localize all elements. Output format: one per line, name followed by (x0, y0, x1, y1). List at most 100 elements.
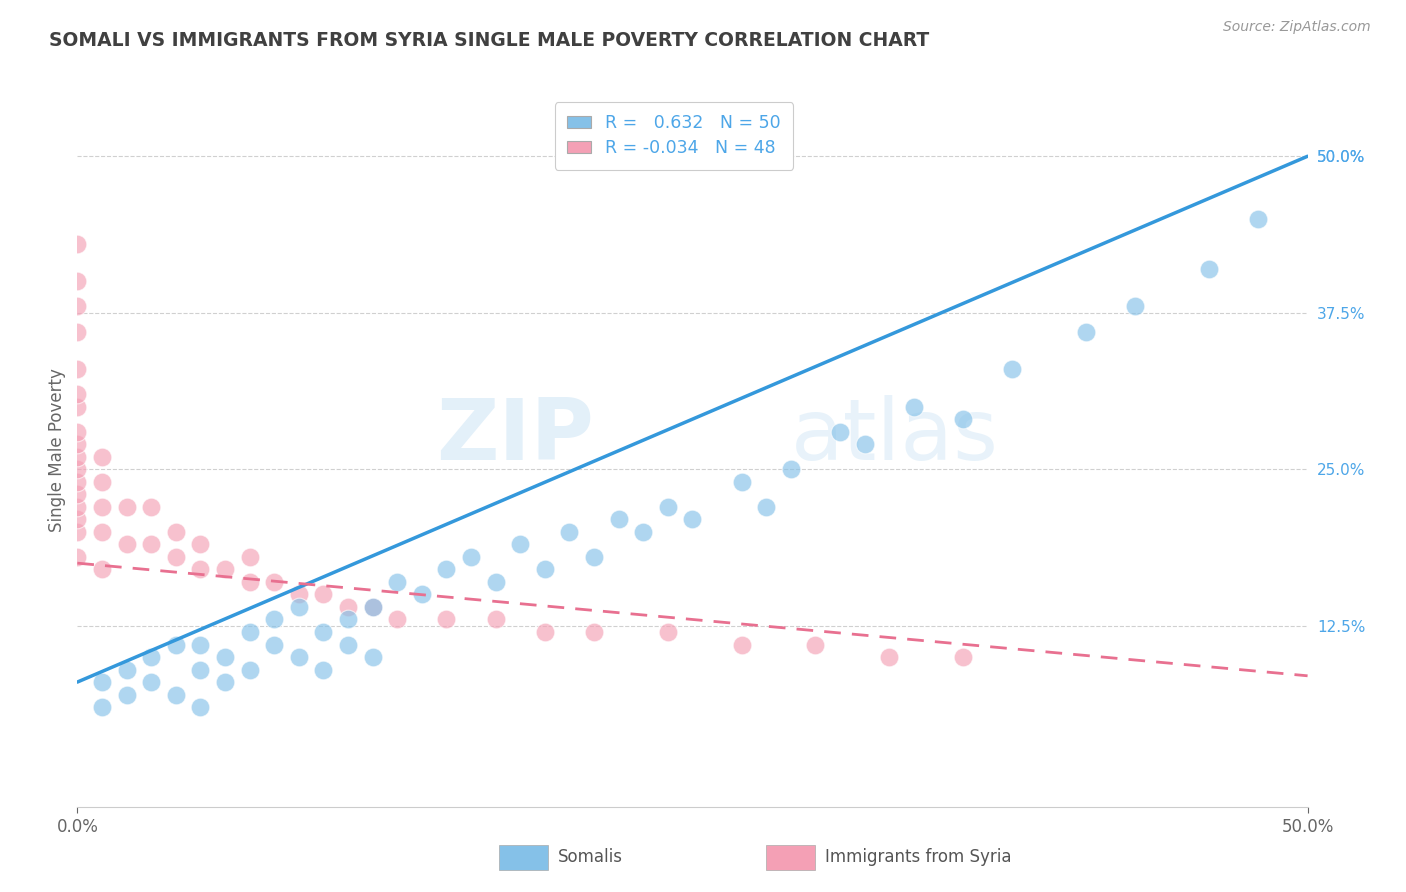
Point (239, 574, 262, 589)
Point (66, 549, 89, 564)
Point (657, 625, 679, 640)
Point (141, 500, 163, 514)
Point (66, 524, 89, 539)
Point (1125, 300, 1147, 314)
Point (361, 599, 384, 614)
Point (436, 562, 458, 576)
Point (115, 500, 138, 514)
Point (90, 562, 114, 576)
Point (952, 650, 974, 665)
Point (66, 362, 89, 376)
Point (66, 400, 89, 414)
Point (115, 688, 138, 702)
Point (90, 700, 114, 714)
Point (361, 599, 384, 614)
Point (165, 688, 187, 702)
Point (263, 574, 285, 589)
Point (115, 663, 138, 677)
Point (263, 612, 285, 626)
Point (141, 650, 163, 665)
Point (66, 462, 89, 476)
Point (190, 700, 212, 714)
Point (337, 599, 360, 614)
Text: Source: ZipAtlas.com: Source: ZipAtlas.com (1223, 20, 1371, 34)
Point (558, 524, 581, 539)
Text: SOMALI VS IMMIGRANTS FROM SYRIA SINGLE MALE POVERTY CORRELATION CHART: SOMALI VS IMMIGRANTS FROM SYRIA SINGLE M… (49, 31, 929, 50)
Point (190, 562, 212, 576)
Point (755, 500, 778, 514)
Point (583, 549, 606, 564)
Point (361, 650, 384, 665)
Point (436, 612, 458, 626)
Point (682, 512, 704, 526)
Point (165, 524, 187, 539)
Point (534, 625, 557, 640)
Point (387, 612, 409, 626)
Point (312, 625, 335, 640)
Point (141, 537, 163, 551)
Point (90, 500, 114, 514)
Point (165, 549, 187, 564)
Point (190, 663, 212, 677)
Point (66, 387, 89, 401)
Text: Somalis: Somalis (558, 848, 623, 866)
Point (460, 549, 482, 564)
Point (239, 663, 262, 677)
Text: ZIP: ZIP (436, 394, 595, 478)
Point (903, 400, 925, 414)
Text: Immigrants from Syria: Immigrants from Syria (825, 848, 1012, 866)
Point (657, 500, 679, 514)
Point (190, 638, 212, 652)
Point (337, 612, 360, 626)
Point (731, 638, 754, 652)
Point (66, 275, 89, 289)
Point (239, 625, 262, 640)
Point (90, 675, 114, 690)
Point (1198, 261, 1220, 276)
Point (66, 512, 89, 526)
Point (830, 425, 852, 439)
Point (263, 638, 285, 652)
Point (66, 236, 89, 251)
Point (509, 537, 531, 551)
Point (90, 524, 114, 539)
Point (90, 475, 114, 489)
Point (214, 562, 236, 576)
Point (1001, 362, 1024, 376)
Point (90, 450, 114, 464)
Point (485, 574, 508, 589)
Point (607, 512, 630, 526)
Point (66, 487, 89, 501)
Point (66, 300, 89, 314)
Point (731, 475, 754, 489)
Point (853, 437, 876, 451)
Point (66, 450, 89, 464)
Point (1247, 211, 1270, 226)
Point (804, 638, 827, 652)
Text: atlas: atlas (792, 394, 998, 478)
Point (633, 524, 655, 539)
Point (879, 650, 901, 665)
Point (66, 475, 89, 489)
Y-axis label: Single Male Poverty: Single Male Poverty (48, 368, 66, 533)
Point (780, 462, 803, 476)
Point (288, 599, 311, 614)
Point (312, 663, 335, 677)
Point (165, 638, 187, 652)
Point (411, 587, 433, 601)
Point (288, 587, 311, 601)
Point (583, 625, 606, 640)
Point (190, 537, 212, 551)
Point (66, 500, 89, 514)
Point (337, 638, 360, 652)
Point (66, 425, 89, 439)
Point (66, 325, 89, 339)
Point (288, 650, 311, 665)
Point (387, 574, 409, 589)
Point (485, 612, 508, 626)
Point (312, 587, 335, 601)
Point (534, 562, 557, 576)
Point (214, 650, 236, 665)
Point (952, 412, 974, 426)
Point (239, 549, 262, 564)
